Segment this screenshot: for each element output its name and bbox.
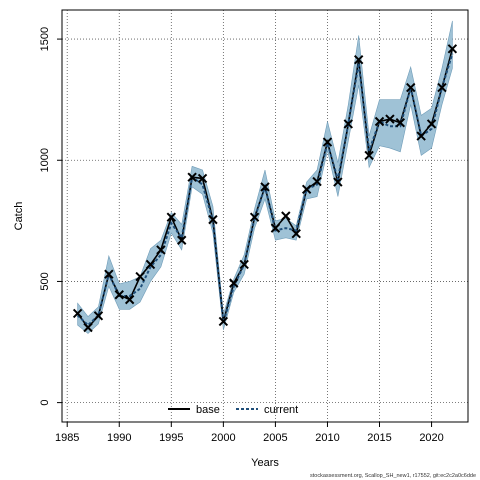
observed-point bbox=[333, 177, 343, 187]
observed-point bbox=[124, 294, 135, 305]
x-tick-label: 1995 bbox=[159, 432, 183, 444]
x-axis-title: Years bbox=[251, 457, 279, 469]
observed-point bbox=[343, 119, 353, 129]
observed-point bbox=[249, 212, 260, 222]
observed-point bbox=[322, 137, 333, 147]
y-axis-title: Catch bbox=[13, 202, 25, 231]
observed-point bbox=[281, 211, 291, 221]
y-tick-label: 1000 bbox=[39, 148, 51, 172]
y-axis: 0 500 1000 1500 bbox=[39, 27, 62, 406]
observed-point bbox=[301, 184, 312, 195]
observed-point bbox=[239, 259, 249, 270]
y-tick-label: 1500 bbox=[39, 27, 51, 51]
observed-point bbox=[114, 290, 124, 300]
y-tick-label: 500 bbox=[39, 272, 51, 290]
observed-point bbox=[270, 223, 281, 233]
observed-point bbox=[353, 54, 364, 65]
observed-point bbox=[83, 322, 93, 333]
x-tick-label: 2020 bbox=[419, 432, 443, 444]
x-tick-label: 2005 bbox=[263, 432, 287, 444]
observed-point bbox=[291, 228, 301, 239]
x-tick-label: 2010 bbox=[315, 432, 339, 444]
observed-point bbox=[447, 44, 458, 54]
x-axis: 1985 1990 1995 2000 2005 2010 2015 2020 bbox=[55, 422, 444, 444]
observed-point bbox=[156, 245, 166, 255]
footer-text: stockassessment.org, Scallop_SH_new1, r1… bbox=[310, 473, 476, 479]
observed-point bbox=[416, 131, 426, 141]
legend: base current bbox=[168, 404, 298, 416]
observed-point bbox=[364, 150, 374, 161]
observed-point bbox=[166, 212, 177, 222]
y-tick-label: 0 bbox=[39, 400, 51, 406]
observed-point bbox=[208, 214, 218, 225]
observed-point bbox=[197, 173, 208, 184]
x-tick-label: 1990 bbox=[107, 432, 131, 444]
observed-point bbox=[177, 235, 187, 245]
observed-point bbox=[93, 311, 104, 321]
x-tick-label: 1985 bbox=[55, 432, 79, 444]
observed-point bbox=[229, 278, 239, 288]
observed-point bbox=[104, 269, 114, 279]
observed-point bbox=[187, 172, 197, 182]
observed-point bbox=[218, 316, 229, 327]
observed-point bbox=[260, 182, 270, 192]
observed-point bbox=[145, 259, 156, 270]
observed-point bbox=[406, 82, 416, 93]
legend-label-current: current bbox=[264, 404, 298, 416]
x-tick-label: 2000 bbox=[211, 432, 235, 444]
observed-point bbox=[374, 116, 385, 127]
observed-point bbox=[395, 117, 406, 128]
observed-point bbox=[312, 176, 322, 187]
legend-label-base: base bbox=[196, 404, 220, 416]
observed-point bbox=[72, 308, 83, 319]
x-tick-label: 2015 bbox=[367, 432, 391, 444]
observed-point bbox=[437, 82, 447, 93]
observed-point bbox=[135, 271, 145, 282]
observed-points bbox=[72, 44, 458, 333]
observed-point bbox=[426, 119, 437, 129]
plot-frame bbox=[61, 9, 469, 423]
observed-point bbox=[385, 114, 395, 124]
